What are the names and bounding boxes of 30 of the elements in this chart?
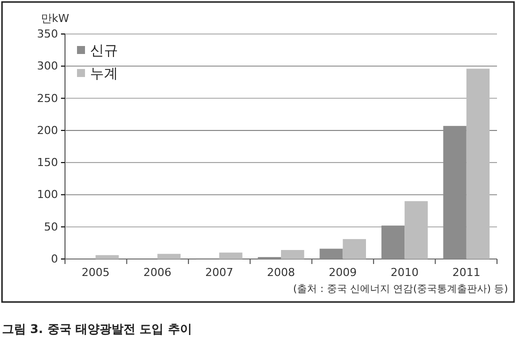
x-tick-label: 2011 — [452, 266, 480, 279]
x-tick-label: 2006 — [143, 266, 172, 279]
bar — [381, 226, 405, 259]
y-tick-label: 200 — [37, 124, 58, 137]
y-tick-label: 0 — [51, 252, 58, 266]
bar — [219, 252, 242, 259]
bar — [466, 68, 490, 259]
y-tick-label: 150 — [37, 156, 58, 170]
y-tick-label: 100 — [37, 188, 58, 202]
y-tick-label: 50 — [44, 220, 58, 234]
x-tick-label: 2009 — [328, 266, 357, 279]
bar — [404, 201, 428, 259]
bar — [157, 254, 181, 259]
x-tick-label: 2010 — [390, 266, 419, 279]
bar — [96, 255, 119, 259]
y-axis-title: 만kW — [40, 12, 70, 25]
x-tick-label: 2008 — [267, 266, 295, 279]
text: 그림 3. 중국 태양광발전 도입 추이 — [2, 322, 192, 336]
legend-label: 누계 — [90, 66, 118, 82]
y-tick-label: 300 — [37, 60, 58, 73]
y-tick-label: 350 — [37, 28, 58, 41]
bar — [320, 248, 343, 259]
x-tick-label: 2005 — [82, 266, 110, 279]
bar — [443, 126, 466, 259]
y-tick-label: 250 — [37, 92, 58, 105]
legend-label: 신규 — [90, 43, 118, 59]
text: (출처 : 중국 신에너지 연감(중국통계출판사) 등) — [293, 284, 508, 295]
x-tick-label: 2007 — [205, 266, 234, 279]
bar — [281, 250, 304, 259]
bar — [342, 239, 366, 259]
